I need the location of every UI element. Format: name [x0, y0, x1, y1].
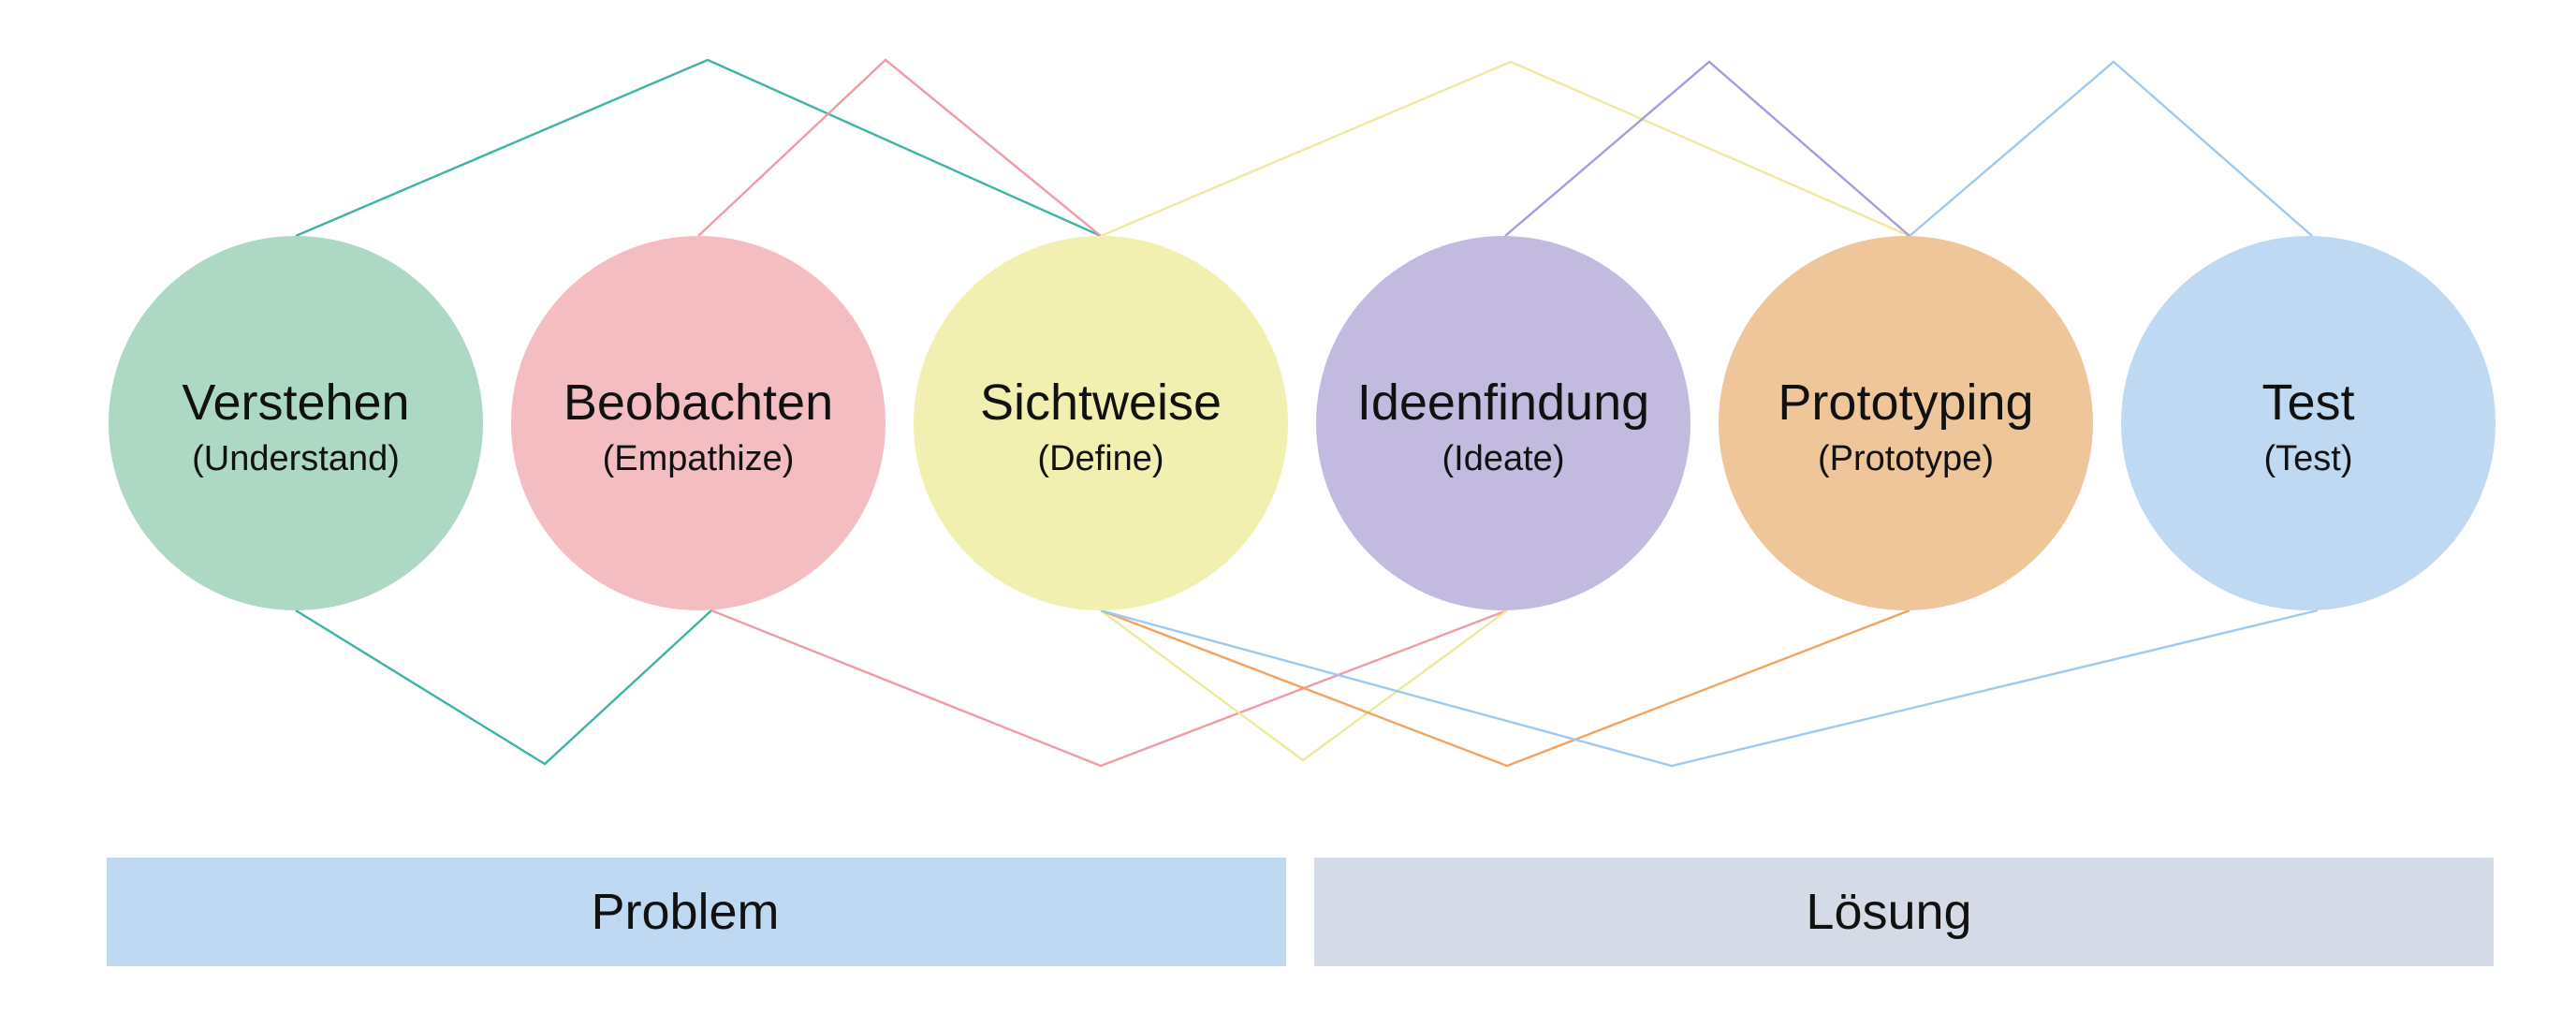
- stage-circle: [2121, 236, 2496, 610]
- connector-beobachten-to-ideenfindung-bottom: [710, 609, 1508, 768]
- stage-verstehen: Verstehen (Understand): [109, 236, 483, 610]
- connector-sichtweise-to-ideenfindung-bottom: [1100, 609, 1508, 762]
- band-rect: [1314, 858, 2494, 966]
- connector-ideenfindung-to-prototyping: [1504, 60, 1910, 237]
- stage-test: Test (Test): [2121, 236, 2496, 610]
- connector-prototyping-to-test: [1909, 60, 2313, 237]
- stage-title: Test: [2261, 374, 2354, 431]
- band-rect: [107, 858, 1286, 966]
- stage-subtitle: (Empathize): [603, 439, 795, 478]
- connector-verstehen-to-beobachten-bottom: [295, 609, 712, 766]
- band-problem: Problem: [107, 858, 1286, 966]
- connector-sichtweise-to-test-bottom: [1100, 609, 2319, 768]
- stage-title: Prototyping: [1778, 374, 2033, 431]
- stage-circle: [109, 236, 483, 610]
- stage-circle: [511, 236, 886, 610]
- stage-subtitle: (Test): [2264, 439, 2353, 478]
- connector-sichtweise-to-prototyping: [1100, 60, 1910, 238]
- stage-subtitle: (Ideate): [1442, 439, 1565, 478]
- connector-beobachten-to-sichtweise: [697, 58, 1102, 237]
- stage-ideenfindung: Ideenfindung (Ideate): [1316, 236, 1690, 610]
- band-label: Problem: [591, 884, 779, 940]
- stage-title: Beobachten: [564, 374, 833, 431]
- stage-circle: [1316, 236, 1690, 610]
- stage-title: Ideenfindung: [1357, 374, 1649, 431]
- stage-circle: [1719, 236, 2093, 610]
- stage-subtitle: (Define): [1037, 439, 1164, 478]
- connector-sichtweise-to-prototyping-bottom: [1100, 609, 1910, 768]
- stage-circle: [914, 236, 1288, 610]
- connector-verstehen-to-sichtweise: [295, 58, 1102, 238]
- stage-beobachten: Beobachten (Empathize): [511, 236, 886, 610]
- connector-lines: [295, 58, 2319, 768]
- stage-subtitle: (Prototype): [1818, 439, 1994, 478]
- stage-title: Sichtweise: [980, 374, 1222, 431]
- stage-title: Verstehen: [182, 374, 409, 431]
- band-label: Lösung: [1806, 884, 1971, 940]
- stage-prototyping: Prototyping (Prototype): [1719, 236, 2093, 610]
- band-loesung: Lösung: [1314, 858, 2494, 966]
- stage-subtitle: (Understand): [192, 439, 400, 478]
- stage-sichtweise: Sichtweise (Define): [914, 236, 1288, 610]
